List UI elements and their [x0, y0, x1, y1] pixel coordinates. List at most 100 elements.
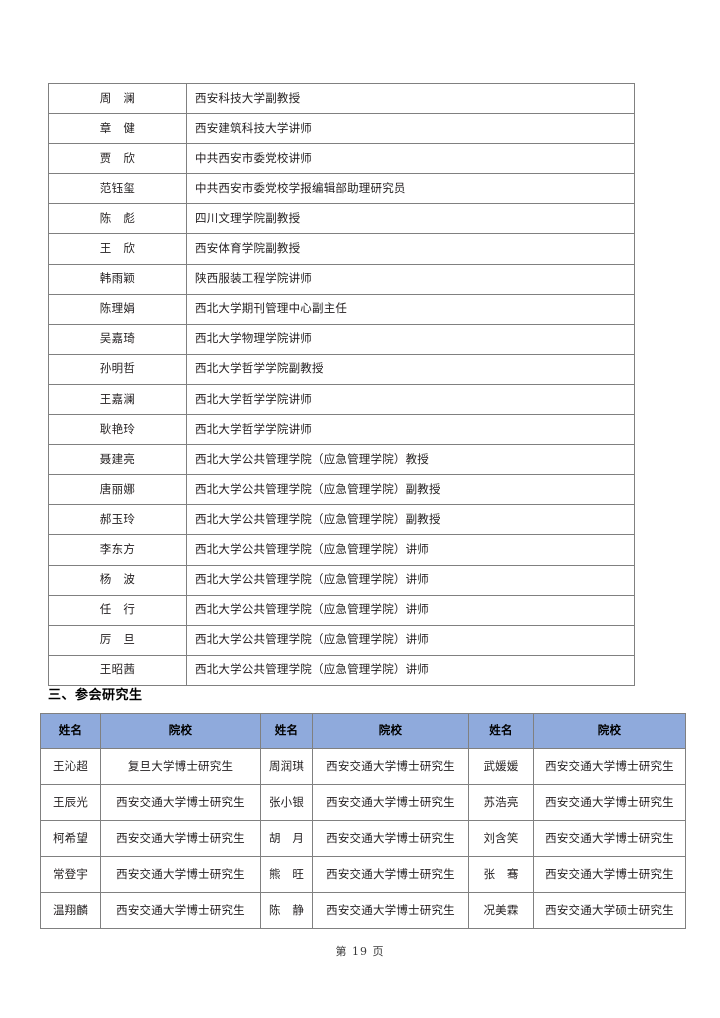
faculty-name-cell: 陈理娟: [48, 293, 187, 325]
student-school-cell: 西安交通大学博士研究生: [312, 748, 469, 785]
table-row: 任 行西北大学公共管理学院（应急管理学院）讲师: [48, 594, 635, 626]
faculty-name-cell: 唐丽娜: [48, 474, 187, 506]
table-row: 耿艳玲 西北大学哲学学院讲师: [48, 414, 635, 446]
faculty-table: 周 澜西安科技大学副教授章 健西安建筑科技大学讲师贾 欣中共西安市委党校讲师 范钰…: [48, 82, 635, 686]
table-row: 唐丽娜 西北大学公共管理学院（应急管理学院）副教授: [48, 474, 635, 506]
student-school-cell: 西安交通大学博士研究生: [100, 856, 261, 893]
table-row: 王辰光 西安交通大学博士研究生 张小银 西安交通大学博士研究生 苏浩亮 西安交通大学博士研…: [40, 784, 686, 821]
faculty-affiliation-cell: 西北大学公共管理学院（应急管理学院）讲师: [186, 624, 635, 656]
student-school-cell: 西安交通大学博士研究生: [312, 856, 469, 893]
table-row: 王沁超 复旦大学博士研究生 周润琪 西安交通大学博士研究生 武媛媛 西安交通大学博士研究生: [40, 748, 686, 785]
faculty-name-cell: 吴嘉琦: [48, 323, 187, 355]
table-row: 温翔麟 西安交通大学博士研究生陈 静西安交通大学博士研究生 况美霖 西安交通大学硕士研…: [40, 892, 686, 929]
faculty-name-cell: 贾 欣: [48, 143, 187, 175]
table-row: 柯希望 西安交通大学博士研究生胡 月西安交通大学博士研究生 刘含笑 西安交通大学博士研…: [40, 820, 686, 857]
student-school-cell: 西安交通大学博士研究生: [533, 820, 686, 857]
faculty-affiliation-cell: 西北大学哲学学院副教授: [186, 353, 635, 385]
page-number-footer: 第 19 页: [335, 945, 385, 958]
faculty-affiliation-cell: 陕西服装工程学院讲师: [186, 263, 635, 295]
section-heading-graduate-students: 三、参会研究生: [48, 688, 143, 703]
student-table-body: 王沁超 复旦大学博士研究生 周润琪 西安交通大学博士研究生 武媛媛 西安交通大学博士研究生…: [40, 748, 686, 929]
faculty-name-cell: 厉 旦: [48, 624, 187, 656]
faculty-affiliation-cell: 西北大学公共管理学院（应急管理学院）教授: [186, 444, 635, 476]
faculty-affiliation-cell: 西安体育学院副教授: [186, 233, 635, 265]
table-row: 郝玉玲 西北大学公共管理学院（应急管理学院）副教授: [48, 504, 635, 536]
student-table-header-cell: 院校: [312, 713, 469, 749]
student-school-cell: 西安交通大学博士研究生: [533, 784, 686, 821]
table-row: 陈理娟 西北大学期刊管理中心副主任: [48, 293, 635, 325]
student-name-cell: 温翔麟: [40, 892, 101, 929]
student-name-cell: 胡 月: [260, 820, 313, 857]
faculty-affiliation-cell: 西北大学哲学学院讲师: [186, 414, 635, 446]
student-name-cell: 武媛媛: [468, 748, 534, 785]
table-row: 范钰玺 中共西安市委党校学报编辑部助理研究员: [48, 173, 635, 205]
student-name-cell: 陈 静: [260, 892, 313, 929]
faculty-affiliation-cell: 四川文理学院副教授: [186, 203, 635, 235]
table-row: 吴嘉琦 西北大学物理学院讲师: [48, 323, 635, 355]
student-name-cell: 柯希望: [40, 820, 101, 857]
student-table-container: 姓名 院校 姓名 院校 姓名 院校 王沁超 复旦大学博士研究生 周润琪 西安交通大学博士研究生武…: [40, 713, 686, 929]
faculty-affiliation-cell: 中共西安市委党校学报编辑部助理研究员: [186, 173, 635, 205]
faculty-name-cell: 周 澜: [48, 82, 187, 115]
student-table-header-cell: 姓名: [260, 713, 313, 749]
table-row: 杨 波西北大学公共管理学院（应急管理学院）讲师: [48, 564, 635, 596]
faculty-name-cell: 耿艳玲: [48, 414, 187, 446]
student-name-cell: 张小银: [260, 784, 313, 821]
table-row: 王 欣西安体育学院副教授: [48, 233, 635, 265]
student-table-header-row: 姓名 院校 姓名 院校 姓名 院校: [40, 713, 686, 749]
faculty-affiliation-cell: 西北大学公共管理学院（应急管理学院）讲师: [186, 564, 635, 596]
faculty-name-cell: 李东方: [48, 534, 187, 566]
faculty-name-cell: 范钰玺: [48, 173, 187, 205]
faculty-name-cell: 杨 波: [48, 564, 187, 596]
table-row: 周 澜西安科技大学副教授: [48, 82, 635, 115]
faculty-name-cell: 王 欣: [48, 233, 187, 265]
student-school-cell: 复旦大学博士研究生: [100, 748, 261, 785]
student-name-cell: 熊 旺: [260, 856, 313, 893]
faculty-affiliation-cell: 西北大学物理学院讲师: [186, 323, 635, 355]
faculty-affiliation-cell: 西北大学公共管理学院（应急管理学院）讲师: [186, 594, 635, 626]
student-table-header-cell: 院校: [533, 713, 686, 749]
table-row: 王嘉澜 西北大学哲学学院讲师: [48, 383, 635, 416]
table-row: 陈 彪四川文理学院副教授: [48, 203, 635, 235]
student-name-cell: 张 骞: [468, 856, 534, 893]
faculty-affiliation-cell: 西安建筑科技大学讲师: [186, 113, 635, 145]
student-name-cell: 刘含笑: [468, 820, 534, 857]
faculty-name-cell: 郝玉玲: [48, 504, 187, 536]
faculty-affiliation-cell: 西北大学公共管理学院（应急管理学院）讲师: [186, 654, 635, 686]
faculty-table-body: 周 澜西安科技大学副教授章 健西安建筑科技大学讲师贾 欣中共西安市委党校讲师 范钰…: [48, 82, 635, 686]
student-school-cell: 西安交通大学博士研究生: [533, 856, 686, 893]
student-table-header-cell: 姓名: [40, 713, 101, 749]
table-row: 韩雨颖 陕西服装工程学院讲师: [48, 263, 635, 295]
faculty-affiliation-cell: 西北大学公共管理学院（应急管理学院）讲师: [186, 534, 635, 566]
faculty-name-cell: 韩雨颖: [48, 263, 187, 295]
student-table-header-cell: 姓名: [468, 713, 534, 749]
faculty-name-cell: 任 行: [48, 594, 187, 626]
faculty-name-cell: 陈 彪: [48, 203, 187, 235]
table-row: 常登宇 西安交通大学博士研究生熊 旺西安交通大学博士研究生张 骞西安交通大学博士研…: [40, 856, 686, 893]
student-name-cell: 常登宇: [40, 856, 101, 893]
table-row: 聂建亮 西北大学公共管理学院（应急管理学院）教授: [48, 444, 635, 476]
table-row: 王昭茜 西北大学公共管理学院（应急管理学院）讲师: [48, 654, 635, 686]
student-school-cell: 西安交通大学硕士研究生: [533, 892, 686, 929]
faculty-affiliation-cell: 西北大学公共管理学院（应急管理学院）副教授: [186, 474, 635, 506]
student-name-cell: 王沁超: [40, 748, 101, 785]
table-row: 李东方 西北大学公共管理学院（应急管理学院）讲师: [48, 534, 635, 566]
faculty-name-cell: 章 健: [48, 113, 187, 145]
student-name-cell: 周润琪: [260, 748, 313, 785]
table-row: 章 健西安建筑科技大学讲师: [48, 113, 635, 145]
faculty-affiliation-cell: 西安科技大学副教授: [186, 82, 635, 115]
student-name-cell: 苏浩亮: [468, 784, 534, 821]
student-school-cell: 西安交通大学博士研究生: [100, 784, 261, 821]
student-table-head: 姓名 院校 姓名 院校 姓名 院校: [40, 713, 686, 749]
student-school-cell: 西安交通大学博士研究生: [312, 784, 469, 821]
student-table: 姓名 院校 姓名 院校 姓名 院校 王沁超 复旦大学博士研究生 周润琪 西安交通大学博士研究生武…: [40, 713, 686, 929]
faculty-affiliation-cell: 中共西安市委党校讲师: [186, 143, 635, 175]
student-school-cell: 西安交通大学博士研究生: [312, 892, 469, 929]
student-school-cell: 西安交通大学博士研究生: [312, 820, 469, 857]
faculty-name-cell: 王昭茜: [48, 654, 187, 686]
faculty-affiliation-cell: 西北大学哲学学院讲师: [186, 383, 635, 416]
student-name-cell: 况美霖: [468, 892, 534, 929]
faculty-table-container: 周 澜西安科技大学副教授章 健西安建筑科技大学讲师贾 欣中共西安市委党校讲师 范钰…: [48, 82, 635, 686]
student-table-header-cell: 院校: [100, 713, 261, 749]
